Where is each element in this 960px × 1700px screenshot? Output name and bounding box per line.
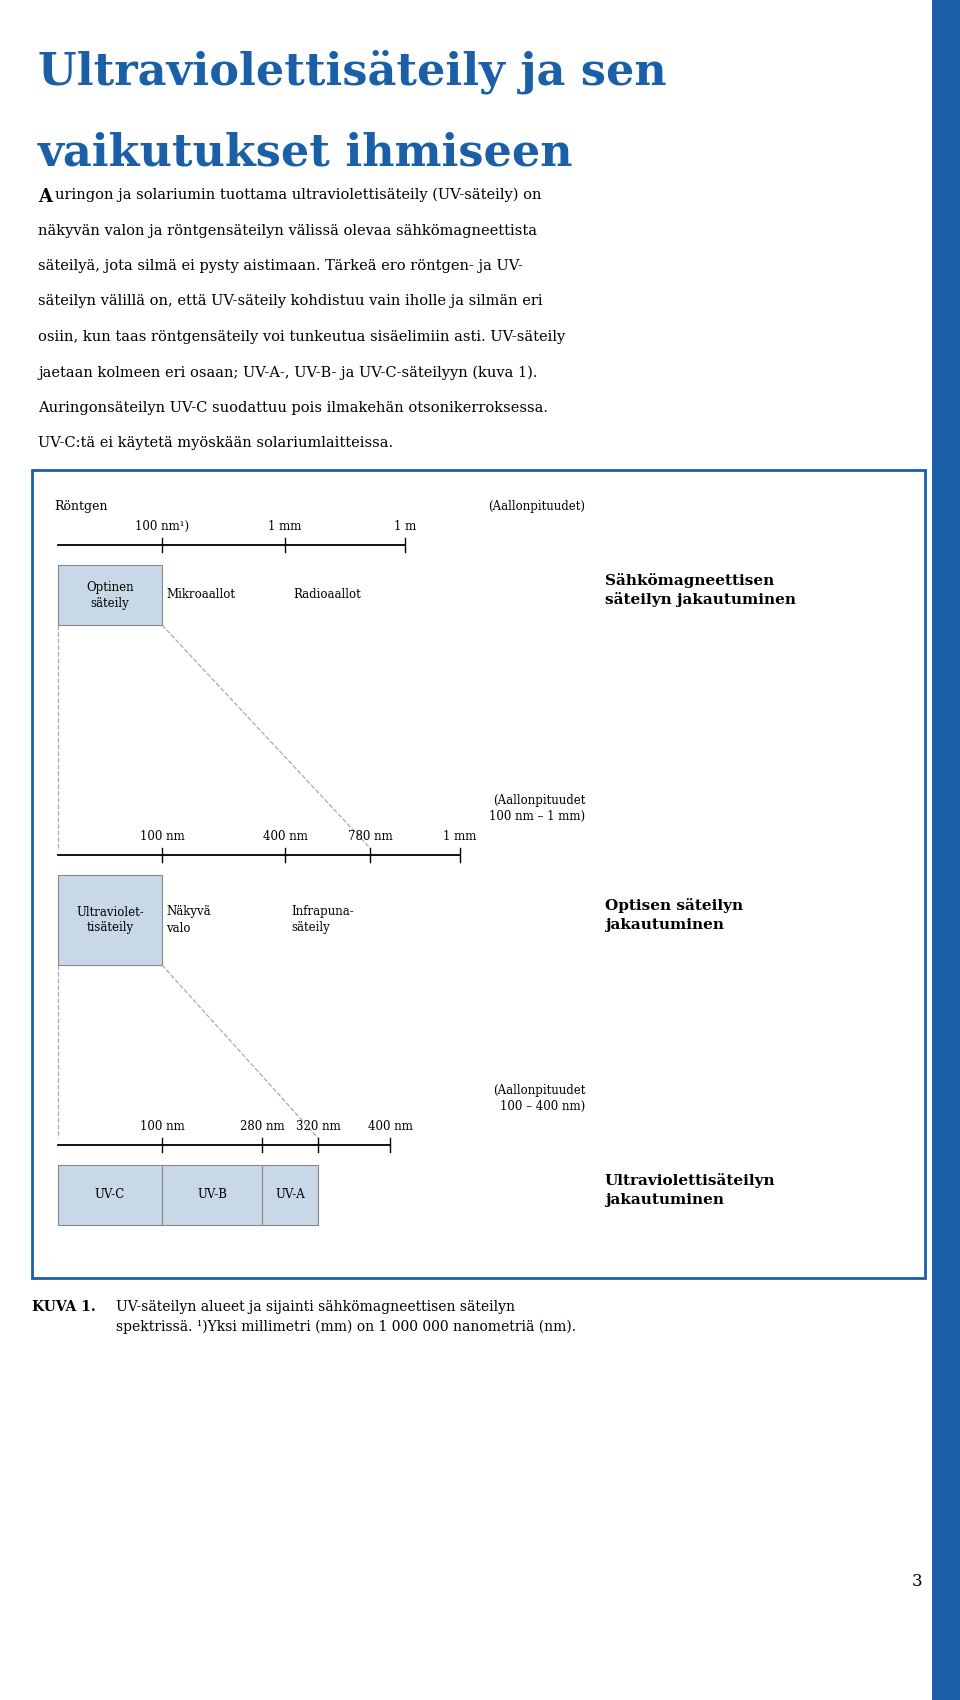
Text: jaetaan kolmeen eri osaan; UV-A-, UV-B- ja UV-C-säteilyyn (kuva 1).: jaetaan kolmeen eri osaan; UV-A-, UV-B- … <box>38 366 538 379</box>
Text: Auringonsäteilyn UV-C suodattuu pois ilmakehän otsonikerroksessa.: Auringonsäteilyn UV-C suodattuu pois ilm… <box>38 401 548 415</box>
Text: Optisen säteilyn
jakautuminen: Optisen säteilyn jakautuminen <box>605 898 743 932</box>
Text: Mikroaallot: Mikroaallot <box>166 588 235 602</box>
Text: Optinen
säteily: Optinen säteily <box>86 580 133 610</box>
Text: UV-C:tä ei käytetä myöskään solariumlaitteissa.: UV-C:tä ei käytetä myöskään solariumlait… <box>38 437 394 451</box>
Text: 100 nm: 100 nm <box>139 830 184 843</box>
Text: uringon ja solariumin tuottama ultraviolettisäteily (UV-säteily) on: uringon ja solariumin tuottama ultraviol… <box>56 189 542 202</box>
Text: 780 nm: 780 nm <box>348 830 393 843</box>
Text: A: A <box>38 189 52 206</box>
Text: säteilyn välillä on, että UV-säteily kohdistuu vain iholle ja silmän eri: säteilyn välillä on, että UV-säteily koh… <box>38 294 542 308</box>
Text: 100 nm: 100 nm <box>139 1120 184 1132</box>
Bar <box>262 1164 318 1226</box>
Text: 1 mm: 1 mm <box>444 830 477 843</box>
Text: näkyvän valon ja röntgensäteilyn välissä olevaa sähkömagneettista: näkyvän valon ja röntgensäteilyn välissä… <box>38 223 537 238</box>
Text: 3: 3 <box>911 1572 922 1590</box>
Text: Radioaallot: Radioaallot <box>293 588 361 602</box>
Text: Ultraviolettisäteilyn
jakautuminen: Ultraviolettisäteilyn jakautuminen <box>605 1173 776 1207</box>
Text: Infrapuna-
säteily: Infrapuna- säteily <box>291 906 353 935</box>
Text: Ultraviolettisäteily ja sen: Ultraviolettisäteily ja sen <box>38 49 666 95</box>
Text: 320 nm: 320 nm <box>296 1120 341 1132</box>
Text: Ultraviolet-
tisäteily: Ultraviolet- tisäteily <box>76 906 144 935</box>
Text: Näkyvä
valo: Näkyvä valo <box>166 906 210 935</box>
Text: 100 nm¹): 100 nm¹) <box>135 520 189 534</box>
Text: KUVA 1.: KUVA 1. <box>32 1300 96 1314</box>
Text: UV-säteilyn alueet ja sijainti sähkömagneettisen säteilyn
spektrissä. ¹)Yksi mil: UV-säteilyn alueet ja sijainti sähkömagn… <box>116 1300 576 1334</box>
Text: vaikutukset ihmiseen: vaikutukset ihmiseen <box>38 133 573 175</box>
Text: (Aallonpituudet): (Aallonpituudet) <box>488 500 585 513</box>
Text: 1 m: 1 m <box>394 520 416 534</box>
Text: 400 nm: 400 nm <box>263 830 307 843</box>
Text: (Aallonpituudet
100 – 400 nm): (Aallonpituudet 100 – 400 nm) <box>492 1085 585 1114</box>
Text: 280 nm: 280 nm <box>240 1120 284 1132</box>
Bar <box>32 469 925 1278</box>
Text: Röntgen: Röntgen <box>54 500 108 513</box>
Text: Sähkömagneettisen
säteilyn jakautuminen: Sähkömagneettisen säteilyn jakautuminen <box>605 573 796 607</box>
Text: (Aallonpituudet
100 nm – 1 mm): (Aallonpituudet 100 nm – 1 mm) <box>489 794 585 823</box>
Text: UV-A: UV-A <box>276 1188 305 1202</box>
Text: osiin, kun taas röntgensäteily voi tunkeutua sisäelimiin asti. UV-säteily: osiin, kun taas röntgensäteily voi tunke… <box>38 330 565 343</box>
Text: 1 mm: 1 mm <box>268 520 301 534</box>
Text: UV-C: UV-C <box>95 1188 125 1202</box>
Text: 400 nm: 400 nm <box>368 1120 413 1132</box>
Bar <box>932 0 960 1700</box>
Bar <box>58 1164 162 1226</box>
Bar <box>58 876 162 966</box>
Text: UV-B: UV-B <box>197 1188 227 1202</box>
Text: säteilyä, jota silmä ei pysty aistimaan. Tärkeä ero röntgen- ja UV-: säteilyä, jota silmä ei pysty aistimaan.… <box>38 258 523 274</box>
Bar <box>162 1164 262 1226</box>
Bar <box>58 564 162 626</box>
